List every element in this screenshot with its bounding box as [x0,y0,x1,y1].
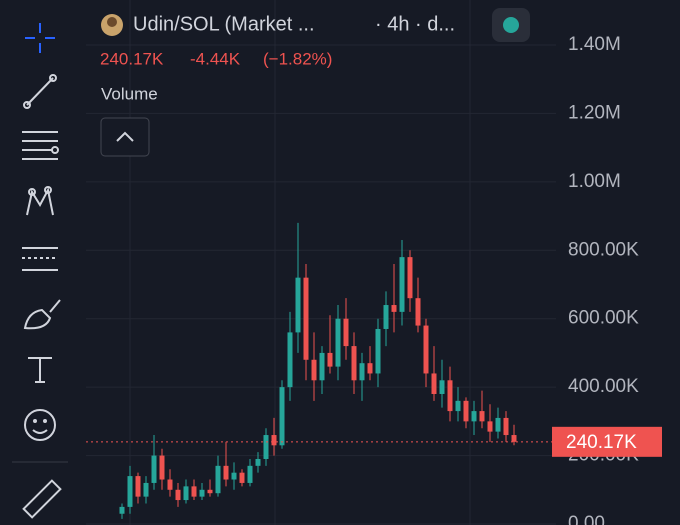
collapse-button[interactable] [100,117,150,157]
y-tick-label: 800.00K [568,239,639,260]
candle-body [239,472,245,483]
crosshair-tool[interactable] [25,23,55,53]
candle-body [319,352,325,381]
candle-body [423,325,429,374]
candle-body [303,277,309,360]
ruler-tool[interactable] [22,479,62,519]
candle-body [487,421,493,432]
price-change-pct: (−1.82%) [263,49,332,68]
candle-body [399,257,405,312]
plot-area: 0.00200.00K400.00K600.00K800.00K1.00M1.2… [86,0,662,525]
candle-body [223,465,229,480]
symbol-title[interactable]: Udin/SOL (Market ... [133,13,315,35]
candle-body [167,479,173,490]
candle-body [335,318,341,367]
last-price-tag [552,426,662,457]
candle-body [159,455,165,480]
y-tick-label: 600.00K [568,308,639,329]
candle-body [287,332,293,388]
collapse-icon [116,131,134,142]
toolbar [12,23,68,519]
emoji-tool[interactable] [24,409,56,441]
candle-body [439,380,445,394]
candle-body [503,417,509,436]
candle-body [375,328,381,374]
candle-body [351,346,357,381]
candle-body [431,373,437,394]
candle-body [343,318,349,347]
candle-body [511,435,517,442]
pattern-tool[interactable] [26,186,54,216]
candle-body [191,486,197,497]
candle-body [183,486,189,501]
candle-body [271,435,277,446]
candle-body [295,277,301,333]
last-price-tag-label: 240.17K [566,432,637,453]
candle-body [207,489,213,494]
candle-body [447,380,453,412]
candle-body [143,482,149,497]
candle-body [231,472,237,480]
interval[interactable]: · 4h · d... [375,13,455,35]
candle-body [135,476,141,497]
candle-body [175,489,181,501]
candle-body [247,465,253,483]
line-tool[interactable] [23,74,57,109]
candle-body [471,411,477,422]
status-dot [503,17,519,33]
y-tick-label: 0.00 [568,513,605,525]
indicator-label[interactable]: Volume [101,84,158,103]
candle-body [215,465,221,494]
prediction-tool[interactable] [22,247,58,271]
candle-body [127,476,133,507]
candle-body [367,363,373,374]
candle-body [383,305,389,329]
candle-body [151,455,157,483]
candle-body [391,305,397,312]
y-tick-label: 400.00K [568,376,639,397]
text-tool[interactable] [28,357,52,383]
candle-body [455,400,461,412]
candle-body [279,387,285,446]
candle-body [311,359,317,381]
candle-body [479,411,485,422]
candle-body [255,458,261,466]
y-tick-label: 1.00M [568,171,621,192]
candle-body [495,417,501,432]
brush-tool[interactable] [23,299,61,330]
fib-tool[interactable] [22,131,59,160]
y-tick-label: 1.20M [568,102,621,123]
price-change: -4.44K [190,49,241,68]
candle-body [415,298,421,326]
symbol-avatar-face [107,17,117,27]
candle-body [327,352,333,367]
header: Udin/SOL (Market ... · 4h · d... 240.17K… [100,8,530,157]
candle-body [407,257,413,299]
candle-body [463,400,469,422]
last-price: 240.17K [100,49,164,68]
candle-body [359,363,365,381]
candle-body [263,435,269,459]
candle-body [199,489,205,497]
y-tick-label: 1.40M [568,34,621,55]
candle-body [119,506,125,514]
